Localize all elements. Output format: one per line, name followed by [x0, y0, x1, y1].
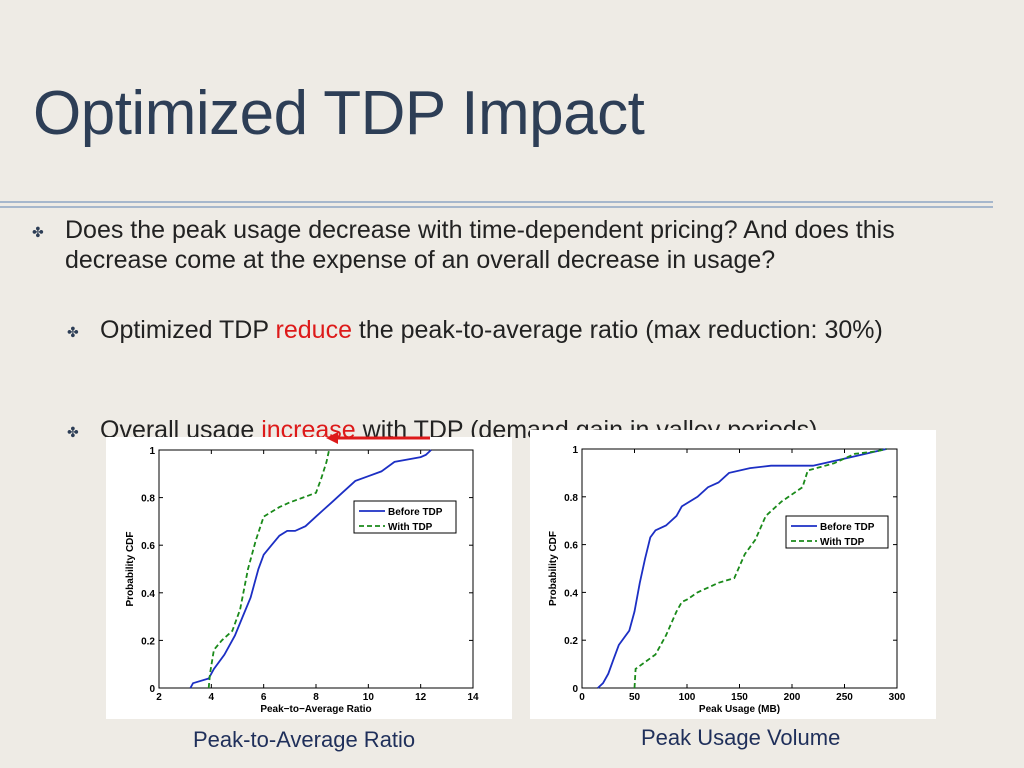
x-axis-label: Peak Usage (MB): [699, 704, 780, 715]
chart-peak-to-average: 2 4 6 8 10 12 14 0 0.2 0.4 0.6 0.8 1 Peak−to−Average …: [125, 446, 479, 715]
series-line-before-tdp: [597, 448, 887, 689]
y-tick-label: 0.8: [141, 494, 155, 505]
chart-panel-left: 2 4 6 8 10 12 14 0 0.2 0.4 0.6 0.8 1 Peak−to−Average …: [106, 437, 512, 719]
y-tick-label: 0: [149, 684, 155, 695]
y-tick-label: 0.2: [564, 636, 578, 647]
sub1-after: the peak-to-average ratio (max reduction…: [351, 316, 883, 344]
caption-right: Peak Usage Volume: [641, 725, 841, 750]
y-tick-label: 1: [572, 445, 578, 456]
series-line-before-tdp: [189, 449, 432, 689]
x-tick-label: 150: [731, 692, 748, 703]
caption-left: Peak-to-Average Ratio: [193, 727, 416, 752]
y-tick-label: 1: [149, 446, 155, 457]
y-tick-label: 0: [572, 684, 578, 695]
x-tick-label: 0: [579, 692, 585, 703]
red-left-arrow-icon: [326, 432, 430, 444]
legend-entry: Before TDP: [820, 522, 875, 533]
slide-title: Optimized TDP Impact: [33, 79, 645, 148]
chart-peak-usage: 0 50 100 150 200 250 300 0 0.2 0.4 0.6 0.8 1 Peak Usa…: [548, 445, 906, 715]
fleuron-bullet-icon: ✤: [67, 424, 79, 440]
bullet-main-text: Does the peak usage decrease with time-d…: [65, 216, 895, 274]
plot-frame: [158, 449, 474, 689]
x-tick-label: 300: [889, 692, 906, 703]
x-axis-label: Peak−to−Average Ratio: [260, 704, 371, 715]
x-tick-label: 10: [363, 692, 375, 703]
y-tick-label: 0.4: [141, 589, 155, 600]
x-tick-label: 4: [209, 692, 215, 703]
bullet-main: ✤ Does the peak usage decrease with time…: [32, 215, 985, 275]
y-tick-label: 0.8: [564, 493, 578, 504]
y-axis-label: Probability CDF: [548, 531, 559, 606]
fleuron-bullet-icon: ✤: [67, 324, 79, 340]
title-divider-top: [0, 201, 993, 203]
x-tick-label: 6: [261, 692, 267, 703]
legend-entry: With TDP: [820, 537, 865, 548]
y-axis-label: Probability CDF: [125, 531, 136, 606]
legend-box: [785, 515, 889, 549]
x-tick-label: 12: [415, 692, 427, 703]
x-tick-label: 2: [156, 692, 162, 703]
title-divider-bottom: [0, 206, 993, 208]
x-tick-label: 8: [313, 692, 319, 703]
sub1-before: Optimized TDP: [100, 316, 276, 344]
x-tick-label: 200: [784, 692, 801, 703]
fleuron-bullet-icon: ✤: [32, 224, 44, 240]
bullet-sub-1: ✤ Optimized TDP reduce the peak-to-avera…: [67, 315, 960, 345]
legend-entry: Before TDP: [388, 507, 443, 518]
y-tick-label: 0.2: [141, 636, 155, 647]
x-tick-label: 250: [836, 692, 853, 703]
x-tick-label: 14: [467, 692, 479, 703]
sub1-highlight: reduce: [275, 316, 352, 344]
chart-panel-right: 0 50 100 150 200 250 300 0 0.2 0.4 0.6 0.8 1 Peak Usa…: [530, 430, 936, 719]
x-tick-label: 50: [629, 692, 641, 703]
y-tick-label: 0.6: [141, 541, 155, 552]
y-tick-label: 0.6: [564, 541, 578, 552]
legend-entry: With TDP: [388, 522, 433, 533]
y-tick-label: 0.4: [564, 588, 578, 599]
x-tick-label: 100: [679, 692, 696, 703]
legend-box: [353, 500, 457, 534]
